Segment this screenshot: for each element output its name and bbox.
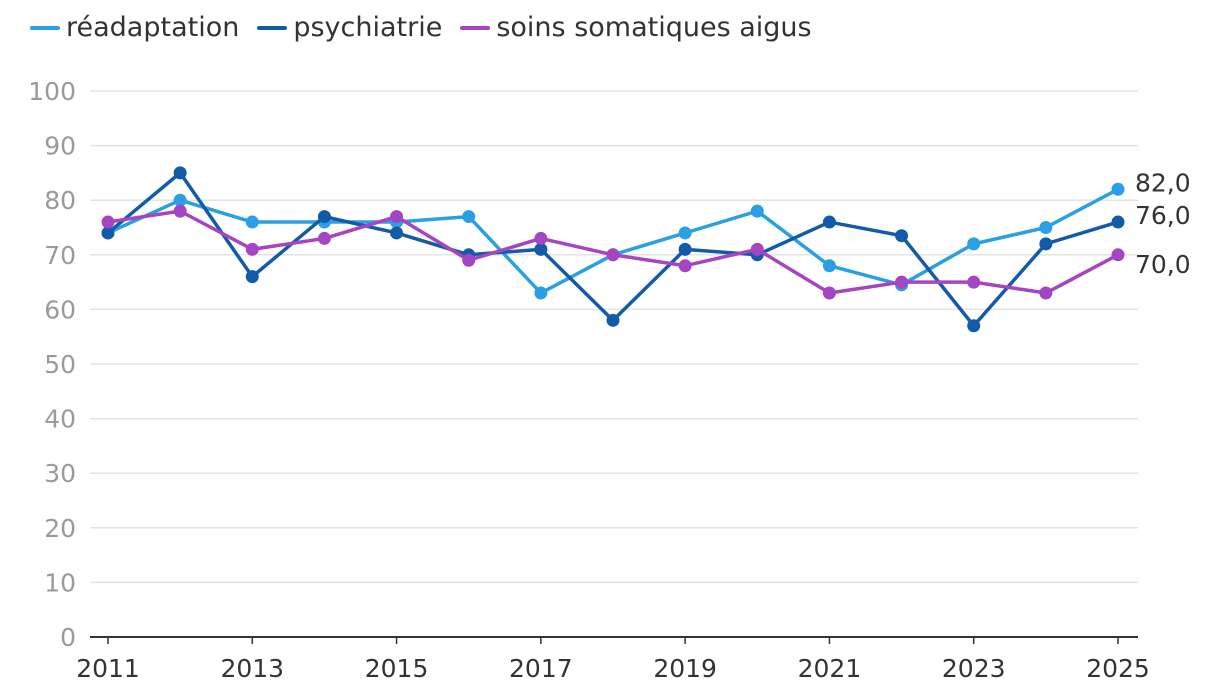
data-point — [534, 286, 548, 300]
data-point — [317, 231, 331, 245]
series — [101, 166, 1125, 333]
legend-label-readaptation: réadaptation — [66, 12, 240, 43]
y-tick-label: 80 — [44, 186, 76, 215]
x-tick-label: 2025 — [1086, 654, 1150, 683]
legend-item-readaptation: réadaptation — [30, 12, 239, 43]
data-point — [678, 226, 692, 240]
data-point — [1111, 182, 1125, 196]
legend: réadaptation psychiatrie soins somatique… — [30, 12, 830, 43]
end-labels: 82,0 76,0 70,0 — [1135, 168, 1191, 279]
y-tick-label: 60 — [44, 295, 76, 324]
x-tick-label: 2017 — [509, 654, 573, 683]
legend-label-psychiatrie: psychiatrie — [293, 12, 443, 43]
x-tick-label: 2011 — [76, 654, 140, 683]
data-point — [317, 210, 331, 224]
y-tick-label: 70 — [44, 241, 76, 270]
series-2 — [101, 204, 1125, 300]
data-point — [245, 270, 259, 284]
y-tick-label: 40 — [44, 405, 76, 434]
data-point — [245, 242, 259, 256]
legend-label-soins-somatiques: soins somatiques aigus — [496, 12, 812, 43]
data-point — [606, 248, 620, 262]
data-point — [822, 215, 836, 229]
y-tick-label: 20 — [44, 514, 76, 543]
data-point — [678, 259, 692, 273]
data-point — [173, 193, 187, 207]
legend-item-soins-somatiques: soins somatiques aigus — [460, 12, 812, 43]
legend-item-psychiatrie: psychiatrie — [257, 12, 442, 43]
data-point — [1111, 215, 1125, 229]
y-tick-label: 30 — [44, 459, 76, 488]
x-tick-label: 2021 — [798, 654, 862, 683]
y-tick-label: 10 — [44, 568, 76, 597]
y-axis-ticks: 0 10 20 30 40 50 60 70 80 90 100 — [28, 77, 76, 652]
data-point — [390, 226, 404, 240]
legend-swatch-psychiatrie — [257, 25, 288, 30]
x-tick-label: 2015 — [365, 654, 429, 683]
series-1 — [101, 166, 1125, 333]
data-point — [534, 231, 548, 245]
data-point — [534, 242, 548, 256]
data-point — [822, 286, 836, 300]
data-point — [822, 259, 836, 273]
data-point — [606, 313, 620, 327]
end-value-label: 76,0 — [1135, 201, 1191, 230]
data-point — [1039, 237, 1053, 251]
x-tick-label: 2019 — [653, 654, 717, 683]
data-point — [750, 204, 764, 218]
data-point — [462, 210, 476, 224]
data-point — [390, 210, 404, 224]
data-point — [245, 215, 259, 229]
data-point — [173, 204, 187, 218]
end-value-label: 70,0 — [1135, 250, 1191, 279]
y-tick-label: 100 — [28, 77, 76, 106]
data-point — [678, 242, 692, 256]
data-point — [967, 237, 981, 251]
y-tick-label: 90 — [44, 132, 76, 161]
x-tick-label: 2013 — [220, 654, 284, 683]
data-point — [101, 215, 115, 229]
data-point — [895, 229, 909, 243]
legend-swatch-soins-somatiques — [460, 25, 491, 30]
end-value-label: 82,0 — [1135, 168, 1191, 197]
y-tick-label: 0 — [60, 623, 76, 652]
gridlines — [90, 90, 1138, 584]
data-point — [1111, 248, 1125, 262]
y-tick-label: 50 — [44, 350, 76, 379]
data-point — [967, 275, 981, 289]
x-axis-ticks: 2011 2013 2015 2017 2019 2021 2023 2025 — [76, 637, 1150, 683]
data-point — [173, 166, 187, 180]
data-point — [895, 275, 909, 289]
data-point — [101, 226, 115, 240]
data-point — [462, 253, 476, 267]
data-point — [1039, 221, 1053, 234]
data-point — [1039, 286, 1053, 300]
data-point — [967, 319, 981, 333]
data-point — [750, 242, 764, 256]
x-tick-label: 2023 — [942, 654, 1006, 683]
series-line — [107, 187, 1119, 295]
legend-swatch-readaptation — [30, 25, 60, 30]
